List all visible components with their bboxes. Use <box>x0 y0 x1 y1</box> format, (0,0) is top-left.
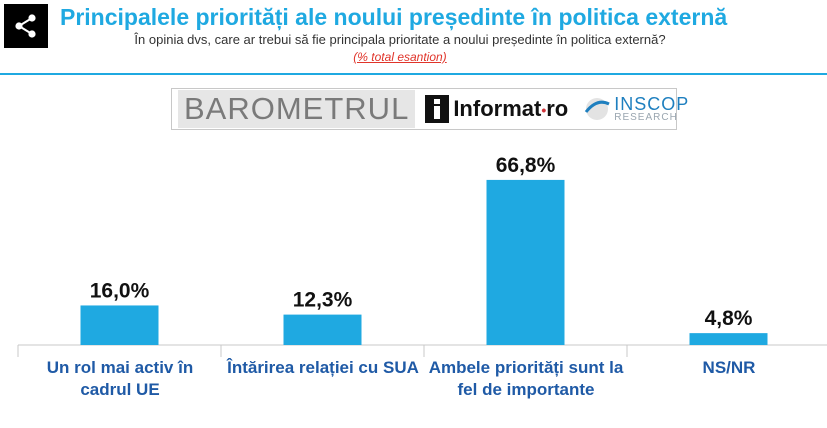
informat-logo: Informat•ro <box>425 95 568 123</box>
header-divider <box>0 73 827 75</box>
sample-note: (% total esantion) <box>353 50 447 64</box>
share-icon <box>15 14 36 38</box>
category-label-4: NS/NR <box>702 358 756 377</box>
bar-value-label-1: 16,0% <box>90 279 150 302</box>
informat-logo-text: Informat <box>453 96 542 121</box>
inscop-logo-subtext: RESEARCH <box>614 112 678 123</box>
inscop-logo: INSCOP RESEARCH <box>582 94 689 124</box>
category-label-2: Întărirea relației cu SUA <box>227 358 419 377</box>
barometrul-logo: BAROMETRUL <box>178 90 416 128</box>
inscop-swoosh-icon <box>585 98 610 120</box>
sponsor-logos-banner: BAROMETRUL Informat•ro INSCOP RESEARCH <box>171 88 688 130</box>
bar-value-label-2: 12,3% <box>293 289 353 312</box>
bar-3 <box>486 179 565 345</box>
inscop-logo-text: INSCOP <box>614 94 690 114</box>
bar-value-label-4: 4,8% <box>705 307 753 330</box>
question-subtitle: În opinia dvs, care ar trebui să fie pri… <box>134 32 666 47</box>
bar-1 <box>80 305 159 345</box>
bar-2 <box>283 314 362 345</box>
info-icon <box>425 95 450 123</box>
category-label-3: Ambele priorități sunt la fel de importa… <box>428 358 624 399</box>
bar-chart: 16,0% 12,3% 66,8% 4,8% <box>17 154 827 357</box>
share-button[interactable] <box>4 4 48 48</box>
category-label-1: Un rol mai activ în cadrul UE <box>46 358 194 399</box>
bar-value-label-3: 66,8% <box>496 154 556 177</box>
bar-4 <box>689 333 768 345</box>
informat-logo-suffix: ro <box>546 96 569 121</box>
page-title: Principalele priorități ale noului preșe… <box>60 4 728 30</box>
